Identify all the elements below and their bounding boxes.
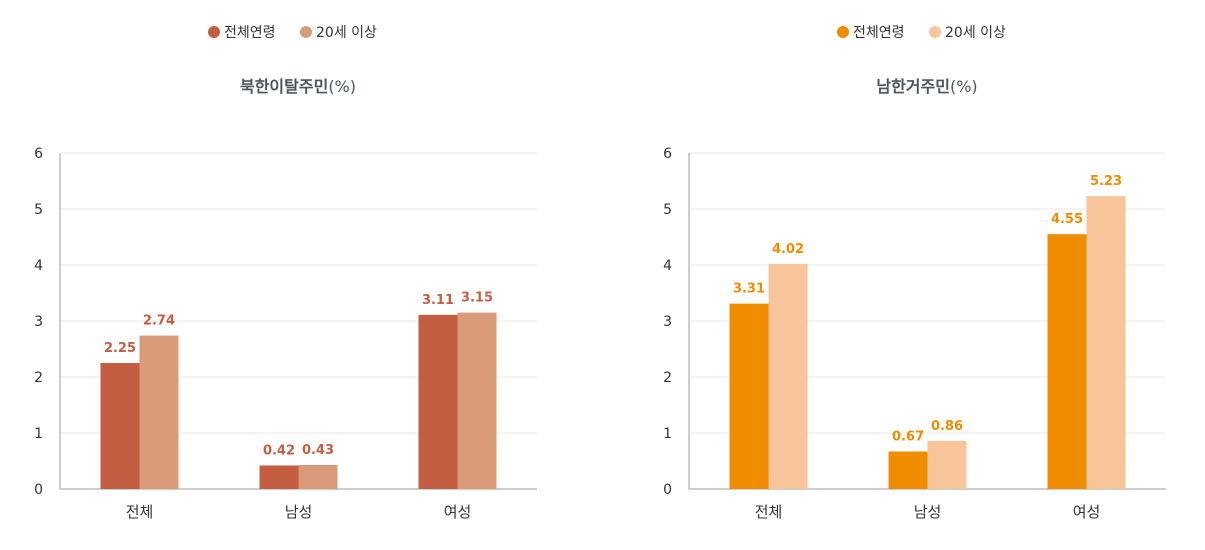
- legend-marker-2: [300, 26, 312, 38]
- legend-marker-2: [929, 26, 941, 38]
- y-tick-label: 6: [34, 146, 43, 162]
- y-tick-label: 2: [34, 370, 43, 386]
- x-tick-label: 여성: [444, 503, 472, 521]
- legend-marker-1: [208, 26, 220, 38]
- data-label: 0.43: [302, 443, 334, 458]
- y-tick-label: 5: [663, 202, 672, 218]
- data-label: 4.02: [772, 242, 804, 257]
- y-tick-label: 6: [663, 146, 672, 162]
- y-tick-label: 0: [34, 482, 43, 498]
- bar-1-여성: [418, 314, 458, 489]
- y-tick-label: 1: [663, 426, 672, 442]
- data-label: 0.67: [892, 429, 924, 444]
- bar-1-전체: [729, 303, 769, 489]
- legend-label-1: 전체연령: [224, 25, 276, 41]
- bar-1-여성: [1047, 234, 1087, 489]
- x-tick-label: 남성: [914, 503, 942, 521]
- data-label: 4.55: [1051, 212, 1083, 227]
- y-tick-label: 4: [34, 258, 43, 274]
- legend-label-2: 20세 이상: [316, 25, 377, 41]
- y-tick-label: 2: [663, 370, 672, 386]
- data-label: 5.23: [1090, 174, 1122, 189]
- x-tick-label: 전체: [126, 503, 154, 521]
- y-tick-label: 1: [34, 426, 43, 442]
- y-tick-label: 3: [34, 314, 43, 330]
- bar-1-남성: [888, 451, 928, 489]
- bar-2-남성: [298, 464, 338, 489]
- bar-2-여성: [1086, 196, 1126, 489]
- bar-1-전체: [100, 363, 140, 489]
- y-tick-label: 3: [663, 314, 672, 330]
- bar-2-남성: [927, 440, 967, 489]
- x-tick-label: 전체: [755, 503, 783, 521]
- legend-label-1: 전체연령: [853, 25, 905, 41]
- data-label: 3.11: [422, 293, 454, 308]
- bar-1-남성: [259, 465, 299, 489]
- bar-2-여성: [457, 312, 497, 489]
- y-tick-label: 0: [663, 482, 672, 498]
- data-label: 3.31: [733, 282, 765, 297]
- data-label: 0.86: [931, 419, 963, 434]
- chart-title: 북한이탈주민(%): [240, 77, 356, 96]
- legend-marker-1: [837, 26, 849, 38]
- data-label: 3.15: [461, 291, 493, 306]
- data-label: 2.25: [104, 341, 136, 356]
- x-tick-label: 여성: [1073, 503, 1101, 521]
- y-tick-label: 5: [34, 202, 43, 218]
- legend-label-2: 20세 이상: [945, 25, 1006, 41]
- data-label: 0.42: [263, 443, 295, 458]
- data-label: 2.74: [143, 314, 175, 329]
- chart-title: 남한거주민(%): [876, 77, 977, 96]
- y-tick-label: 4: [663, 258, 672, 274]
- bar-2-전체: [768, 263, 808, 489]
- x-tick-label: 남성: [285, 503, 313, 521]
- bar-2-전체: [139, 335, 179, 489]
